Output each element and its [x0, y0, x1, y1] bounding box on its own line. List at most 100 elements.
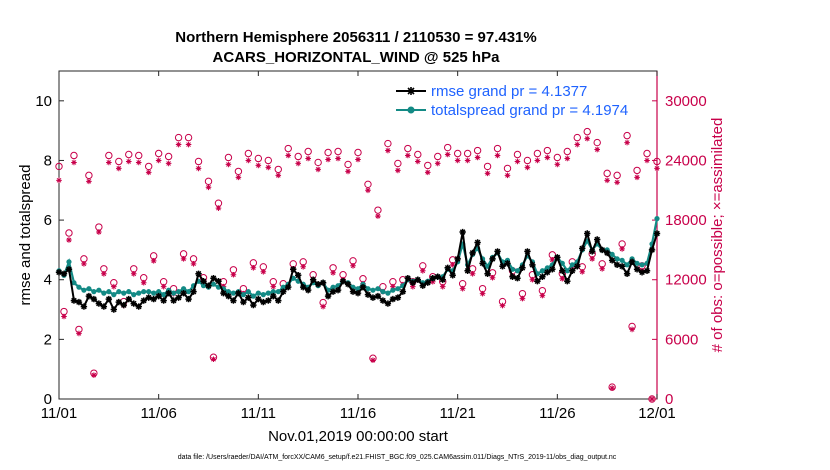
- obs-possible-point: [125, 150, 133, 159]
- rmse-point: [329, 288, 337, 295]
- obs-possible-point: [344, 160, 352, 169]
- obs-assimilated-point: [61, 313, 67, 320]
- totalspread-point: [250, 293, 256, 299]
- obs-possible-point: [533, 149, 542, 158]
- totalspread-point: [395, 286, 401, 292]
- totalspread-point: [116, 289, 122, 295]
- rmse-point: [70, 297, 78, 304]
- obs-possible-point: [264, 156, 272, 165]
- totalspread-point: [245, 289, 251, 295]
- rmse-point: [409, 279, 417, 286]
- obs-assimilated-point: [544, 154, 551, 161]
- obs-assimilated-point: [175, 141, 182, 148]
- totalspread-point: [609, 251, 615, 257]
- rmse-point: [613, 261, 621, 269]
- rmse-point: [170, 297, 177, 304]
- obs-possible-point: [284, 144, 292, 153]
- totalspread-point: [156, 289, 162, 295]
- rmse-point: [379, 297, 387, 304]
- totalspread-point: [121, 290, 127, 296]
- totalspread-point: [76, 284, 82, 290]
- rmse-point: [140, 297, 147, 304]
- obs-assimilated-point: [355, 156, 361, 163]
- totalspread-point: [255, 290, 261, 296]
- rmse-point: [569, 267, 576, 274]
- legend: rmse grand pr = 4.1377 totalspread grand…: [396, 83, 628, 119]
- rmse-point: [369, 294, 377, 301]
- rmse-point: [125, 295, 132, 303]
- rmse-point: [404, 275, 412, 282]
- totalspread-point: [91, 289, 97, 295]
- rmse-point: [524, 248, 531, 255]
- obs-assimilated-point: [215, 205, 222, 211]
- rmse-point: [304, 286, 312, 294]
- rmse-point: [484, 270, 491, 277]
- totalspread-point: [380, 289, 386, 295]
- rmse-point: [414, 276, 421, 283]
- obs-possible-point: [314, 158, 322, 167]
- rmse-point: [295, 272, 302, 279]
- totalspread-point: [176, 289, 182, 295]
- rmse-point: [250, 301, 257, 309]
- obs-possible-point: [334, 147, 342, 156]
- obs-assimilated-point: [504, 172, 511, 179]
- rmse-point: [509, 273, 516, 280]
- totalspread-point: [131, 292, 137, 298]
- obs-possible-point: [643, 149, 651, 158]
- totalspread-point: [569, 262, 575, 268]
- obs-assimilated-point: [260, 268, 267, 275]
- totalspread-point: [66, 259, 72, 265]
- y-right-tick-label: 12000: [665, 272, 707, 289]
- obs-possible-point: [593, 138, 601, 147]
- rmse-point: [529, 261, 536, 269]
- obs-possible-point: [115, 157, 123, 166]
- obs-assimilated-point: [584, 135, 591, 142]
- rmse-point: [319, 279, 327, 286]
- rmse-point: [444, 264, 451, 271]
- rmse-point: [419, 282, 426, 289]
- y-right-tick-label: 18000: [665, 212, 707, 229]
- obs-assimilated-point: [419, 267, 426, 274]
- rmse-point: [260, 298, 267, 306]
- rmse-point: [439, 276, 446, 283]
- obs-possible-point: [384, 139, 392, 148]
- x-tick-label: 11/21: [439, 405, 475, 422]
- rmse-point: [130, 300, 137, 307]
- obs-assimilated-point: [479, 290, 486, 297]
- obs-possible-point: [473, 146, 482, 155]
- rmse-point: [309, 276, 317, 283]
- totalspread-point: [240, 292, 246, 298]
- y-tick-label: 4: [44, 272, 52, 289]
- obs-assimilated-point: [624, 139, 630, 146]
- obs-possible-point: [653, 157, 661, 166]
- obs-assimilated-point: [150, 258, 157, 264]
- obs-assimilated-point: [165, 160, 172, 167]
- obs-assimilated-point: [649, 396, 655, 402]
- obs-possible-point: [523, 156, 532, 165]
- obs-assimilated-point: [125, 158, 132, 165]
- obs-assimilated-point: [474, 154, 481, 161]
- obs-assimilated-point: [195, 165, 202, 172]
- totalspread-point: [180, 286, 187, 292]
- rmse-point: [165, 289, 172, 297]
- rmse-point: [75, 298, 83, 306]
- obs-assimilated-point: [614, 179, 620, 186]
- rmse-point: [65, 266, 73, 273]
- totalspread-point: [136, 290, 142, 296]
- rmse-point: [359, 283, 367, 291]
- totalspread-point: [151, 290, 157, 296]
- obs-assimilated-point: [71, 159, 77, 166]
- rmse-point: [339, 278, 347, 285]
- rmse-point: [280, 288, 287, 295]
- rmse-point: [275, 297, 282, 304]
- rmse-point: [429, 275, 436, 282]
- rmse-point: [225, 292, 232, 300]
- obs-assimilated-point: [185, 141, 192, 148]
- obs-assimilated-point: [270, 283, 277, 290]
- rmse-point: [364, 291, 372, 298]
- obs-assimilated-point: [395, 167, 401, 174]
- obs-assimilated-point: [345, 168, 351, 175]
- totalspread-point: [141, 289, 147, 295]
- rmse-point: [90, 295, 98, 303]
- rmse-point: [55, 269, 63, 276]
